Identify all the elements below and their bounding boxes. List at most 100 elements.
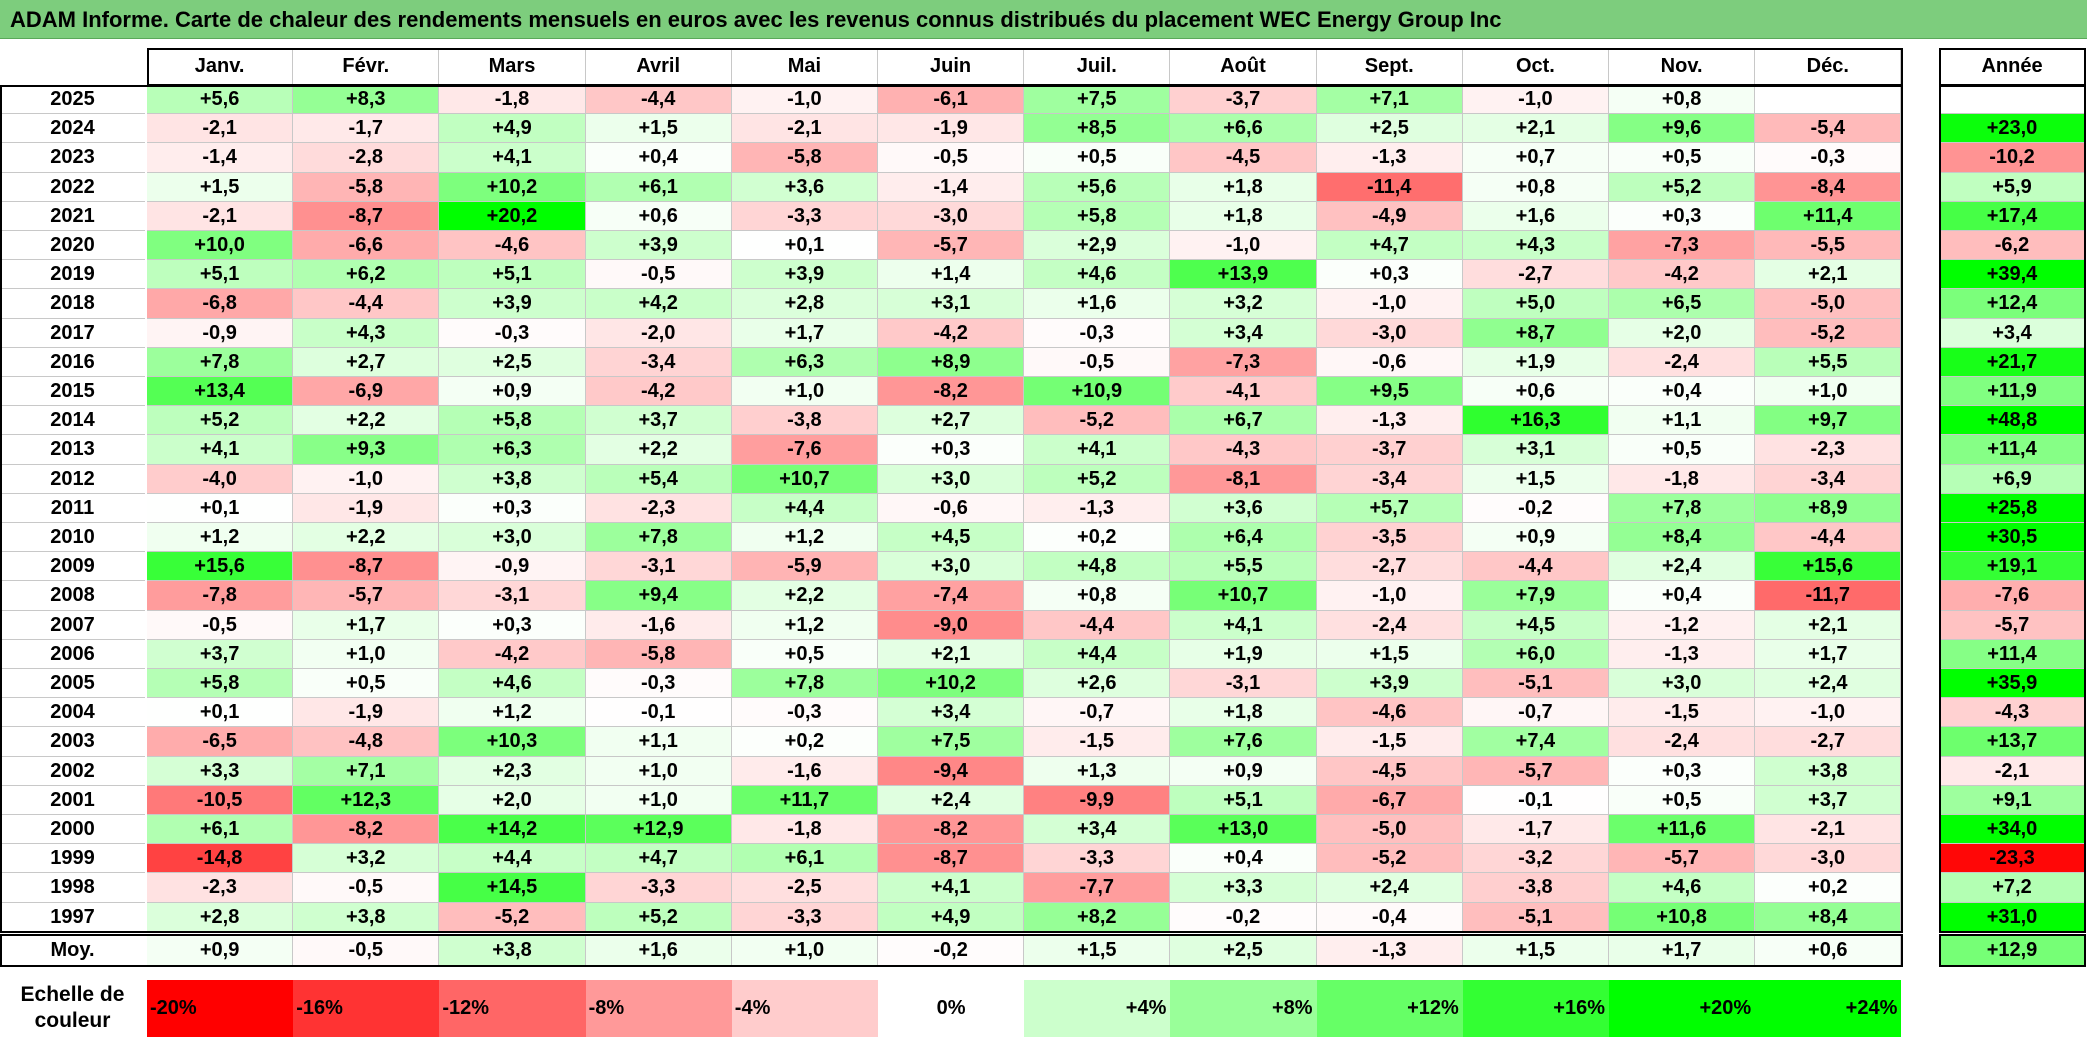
heatmap-cell: -5,5 (1755, 231, 1902, 261)
heatmap-cell: -1,8 (439, 85, 586, 115)
heatmap-cell: -11,4 (1316, 172, 1463, 202)
heatmap-cell: +4,8 (1024, 552, 1171, 582)
average-cell: +3,8 (439, 934, 586, 966)
heatmap-cell: +0,6 (585, 201, 732, 231)
annual-header: Année (1939, 48, 2086, 85)
heatmap-cell: +1,2 (147, 523, 294, 553)
heatmap-cell: -10,5 (147, 785, 294, 815)
heatmap-cell: +7,8 (147, 347, 294, 377)
annual-cell: +7,2 (1939, 873, 2086, 903)
heatmap-cell: -8,2 (878, 815, 1025, 845)
heatmap-cell: +0,3 (878, 435, 1025, 465)
heatmap-cell: -1,8 (1609, 464, 1756, 494)
heatmap-cell: -3,3 (731, 201, 878, 231)
heatmap-cell: +5,8 (439, 406, 586, 436)
heatmap-cell: +2,2 (293, 523, 440, 553)
heatmap-cell: +9,6 (1609, 114, 1756, 144)
heatmap-cell: -3,5 (1316, 523, 1463, 553)
row-year-label: 2019 (0, 260, 145, 290)
heatmap-cell: +10,7 (731, 464, 878, 494)
heatmap-cell: +11,7 (731, 785, 878, 815)
scale-swatch: +20% (1609, 980, 1756, 1037)
heatmap-cell: -4,4 (1755, 523, 1902, 553)
heatmap-cell: -9,4 (878, 756, 1025, 786)
heatmap-cell: +0,9 (1170, 756, 1317, 786)
heatmap-cell: +4,1 (1170, 610, 1317, 640)
average-cell: +1,5 (1024, 934, 1171, 966)
heatmap-cell: +4,6 (1024, 260, 1171, 290)
heatmap-cell: +16,3 (1462, 406, 1609, 436)
column-header: Janv. (147, 48, 294, 85)
heatmap-cell: +6,0 (1462, 639, 1609, 669)
scale-swatch: -8% (585, 980, 732, 1037)
heatmap-cell: +0,5 (1609, 785, 1756, 815)
heatmap-cell: -0,6 (1316, 347, 1463, 377)
heatmap-cell: -9,0 (878, 610, 1025, 640)
heatmap-cell: -1,3 (1316, 406, 1463, 436)
heatmap-cell: +3,9 (585, 231, 732, 261)
heatmap-cell: -5,0 (1316, 815, 1463, 845)
heatmap-cell: -8,2 (878, 377, 1025, 407)
annual-cell: -4,3 (1939, 698, 2086, 728)
heatmap-cell: -5,7 (1462, 756, 1609, 786)
heatmap-cell: +10,9 (1024, 377, 1171, 407)
heatmap-cell: -0,9 (439, 552, 586, 582)
heatmap-cell: -4,3 (1170, 435, 1317, 465)
heatmap-cell: +2,7 (293, 347, 440, 377)
heatmap-cell: -2,1 (147, 114, 294, 144)
heatmap-cell: +3,6 (1170, 493, 1317, 523)
heatmap-cell: +9,4 (585, 581, 732, 611)
heatmap-cell: -1,6 (731, 756, 878, 786)
heatmap-cell: -6,1 (878, 85, 1025, 115)
annual-cell: +30,5 (1939, 523, 2086, 553)
row-year-label: 2014 (0, 406, 145, 436)
heatmap-cell: +7,8 (1609, 493, 1756, 523)
average-cell: +1,5 (1462, 934, 1609, 966)
annual-cell: +11,4 (1939, 639, 2086, 669)
heatmap-cell: +3,0 (878, 552, 1025, 582)
annual-cell: +25,8 (1939, 493, 2086, 523)
heatmap-cell: +2,9 (1024, 231, 1171, 261)
annual-cell: -7,6 (1939, 581, 2086, 611)
heatmap-cell: -7,7 (1024, 873, 1171, 903)
heatmap-cell: -0,3 (1755, 143, 1902, 173)
heatmap-cell: +9,3 (293, 435, 440, 465)
heatmap-cell: -0,5 (585, 260, 732, 290)
heatmap-cell: +2,7 (878, 406, 1025, 436)
heatmap-cell: +3,8 (439, 464, 586, 494)
heatmap-cell: -5,1 (1462, 669, 1609, 699)
heatmap-cell: +1,3 (1024, 756, 1171, 786)
heatmap-cell: +2,1 (1755, 260, 1902, 290)
heatmap-cell: +4,6 (1609, 873, 1756, 903)
heatmap-cell: -3,2 (1462, 844, 1609, 874)
heatmap-cell: +2,8 (731, 289, 878, 319)
heatmap-cell: -2,4 (1316, 610, 1463, 640)
heatmap-cell: -2,7 (1462, 260, 1609, 290)
heatmap-cell: +0,9 (1462, 523, 1609, 553)
average-label: Moy. (0, 934, 145, 966)
heatmap-cell: -4,2 (439, 639, 586, 669)
heatmap-cell: -4,4 (585, 85, 732, 115)
row-year-label: 1999 (0, 844, 145, 874)
heatmap-cell: +0,8 (1462, 172, 1609, 202)
heatmap-cell: +0,2 (1024, 523, 1171, 553)
heatmap-cell: -3,0 (1755, 844, 1902, 874)
heatmap-cell: +4,9 (878, 902, 1025, 932)
heatmap-cell: -1,9 (878, 114, 1025, 144)
heatmap-cell: +5,2 (1024, 464, 1171, 494)
scale-swatch: +8% (1170, 980, 1317, 1037)
heatmap-cell: -0,3 (585, 669, 732, 699)
heatmap-cell: +1,0 (731, 377, 878, 407)
heatmap-cell: +0,1 (731, 231, 878, 261)
heatmap-cell: -3,4 (1755, 464, 1902, 494)
heatmap-cell: +4,1 (1024, 435, 1171, 465)
heatmap-cell: +11,4 (1755, 201, 1902, 231)
heatmap-cell: -1,3 (1609, 639, 1756, 669)
heatmap-cell: +0,3 (1316, 260, 1463, 290)
annual-cell: +23,0 (1939, 114, 2086, 144)
row-year-label: 2003 (0, 727, 145, 757)
row-year-label: 2010 (0, 523, 145, 553)
heatmap-cell: +2,4 (1609, 552, 1756, 582)
heatmap-cell: +8,9 (1755, 493, 1902, 523)
